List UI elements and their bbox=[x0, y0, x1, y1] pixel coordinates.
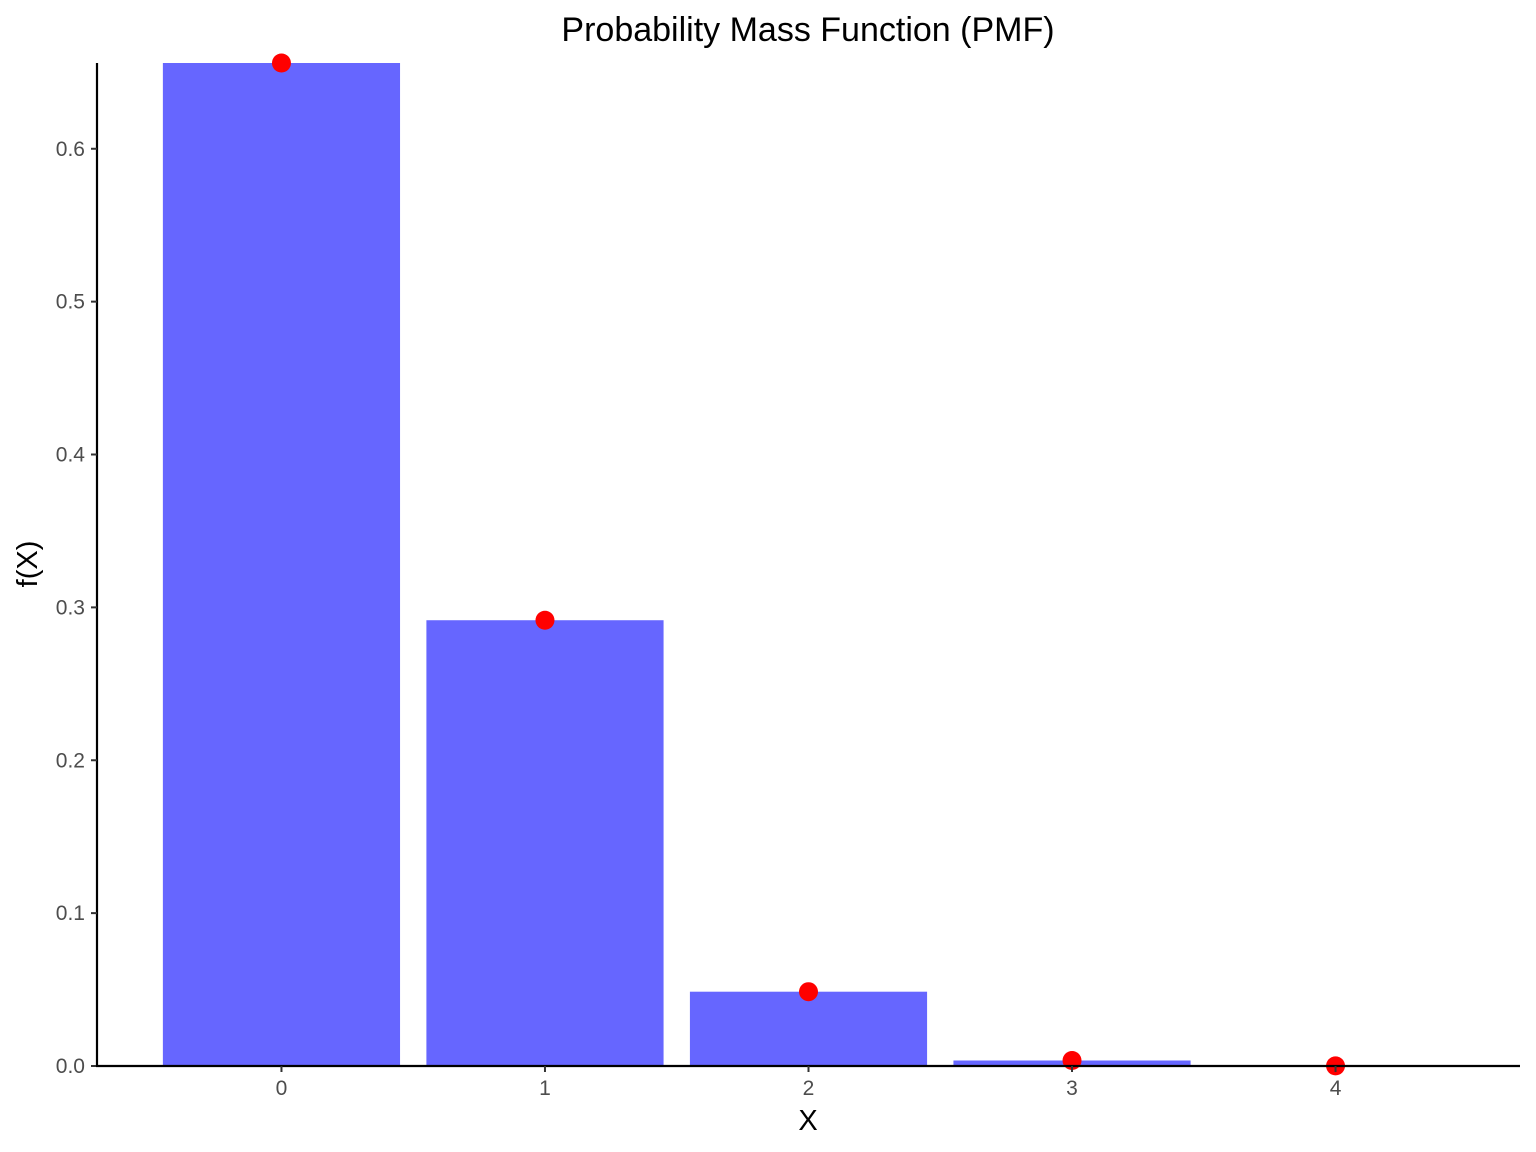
bar-0 bbox=[162, 63, 401, 1066]
bar-1 bbox=[426, 620, 664, 1066]
y-axis: 0.0 0.1 0.2 0.3 0.4 0.5 0.6 bbox=[56, 63, 99, 1078]
y-tick-label: 0.2 bbox=[56, 749, 85, 772]
x-tick-label: 4 bbox=[1330, 1077, 1342, 1100]
x-axis-title: X bbox=[798, 1105, 817, 1137]
y-tick-label: 0.6 bbox=[56, 138, 85, 161]
y-axis-title: f(X) bbox=[12, 541, 44, 588]
x-tick-label: 1 bbox=[539, 1077, 551, 1100]
x-axis: 0 1 2 3 4 bbox=[96, 1064, 1520, 1100]
y-tick-label: 0.3 bbox=[56, 596, 85, 619]
points-layer bbox=[271, 53, 1346, 1076]
point-2 bbox=[799, 982, 818, 1002]
bar-2 bbox=[689, 991, 928, 1066]
x-tick-label: 2 bbox=[803, 1077, 815, 1100]
y-tick-label: 0.1 bbox=[56, 902, 85, 925]
point-1 bbox=[535, 610, 555, 630]
point-0 bbox=[271, 53, 291, 73]
y-tick-label: 0.0 bbox=[56, 1055, 85, 1078]
x-tick-label: 3 bbox=[1066, 1077, 1078, 1100]
chart-title: Probability Mass Function (PMF) bbox=[561, 11, 1054, 49]
x-tick-label: 0 bbox=[276, 1077, 288, 1100]
y-tick-label: 0.5 bbox=[56, 291, 85, 314]
bars-layer bbox=[162, 63, 1455, 1066]
y-tick-label: 0.4 bbox=[56, 444, 86, 467]
